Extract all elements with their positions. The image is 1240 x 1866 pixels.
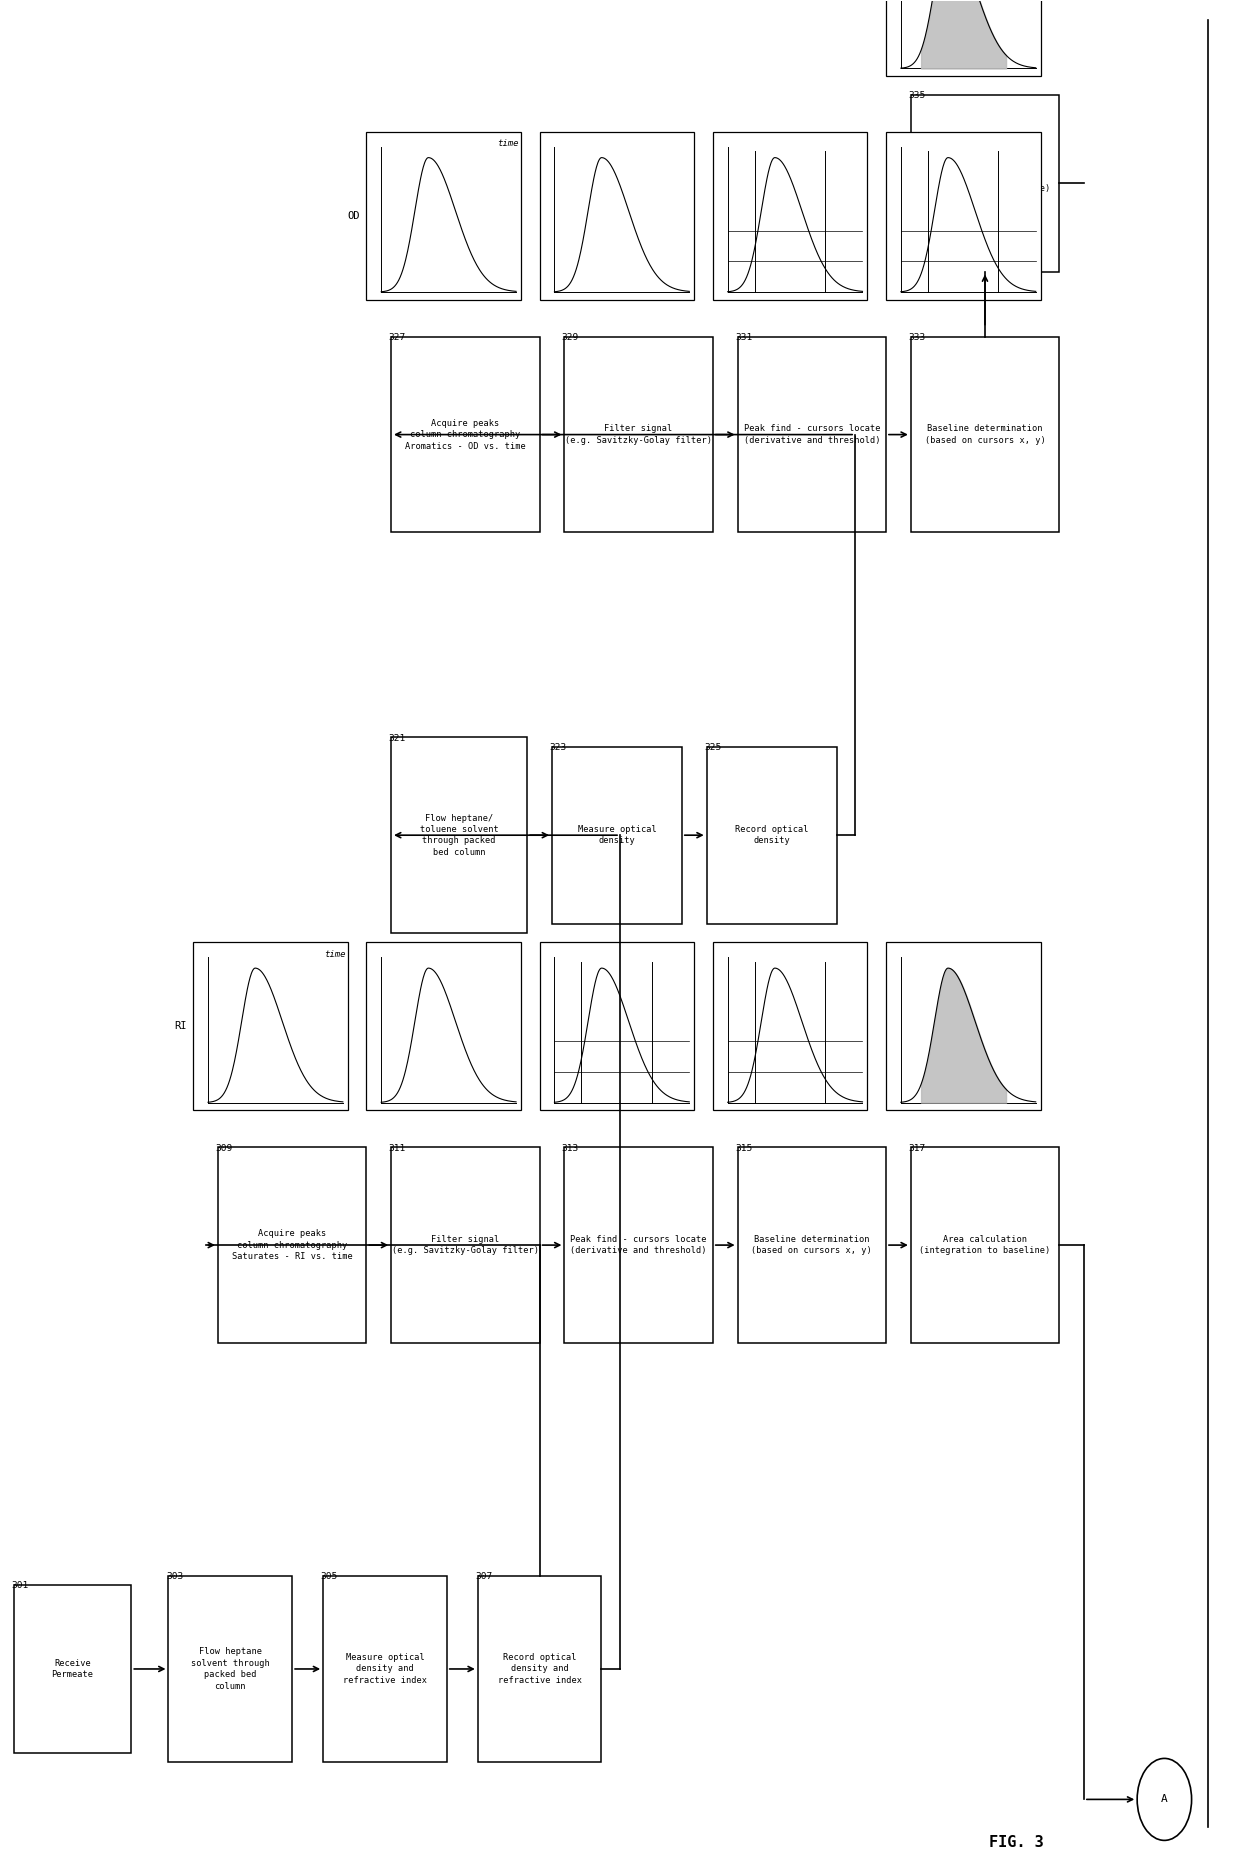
Bar xyxy=(713,132,868,300)
Bar xyxy=(193,942,347,1110)
FancyBboxPatch shape xyxy=(477,1575,601,1762)
Text: FIG. 3: FIG. 3 xyxy=(988,1834,1043,1849)
Text: Peak find - cursors locate
(derivative and threshold): Peak find - cursors locate (derivative a… xyxy=(570,1235,707,1256)
Text: 309: 309 xyxy=(216,1144,233,1153)
Text: 301: 301 xyxy=(11,1581,29,1590)
Text: Flow heptane
solvent through
packed bed
column: Flow heptane solvent through packed bed … xyxy=(191,1648,269,1691)
Bar xyxy=(366,942,521,1110)
FancyBboxPatch shape xyxy=(707,746,837,924)
Text: Peak find - cursors locate
(derivative and threshold): Peak find - cursors locate (derivative a… xyxy=(744,424,880,444)
Text: Baseline determination
(based on cursors x, y): Baseline determination (based on cursors… xyxy=(925,424,1045,444)
Text: RI: RI xyxy=(175,1021,187,1032)
Text: Measure optical
density: Measure optical density xyxy=(578,825,656,845)
Text: Record optical
density and
refractive index: Record optical density and refractive in… xyxy=(497,1653,582,1685)
Text: Acquire peaks
column chromatography
Aromatics - OD vs. time: Acquire peaks column chromatography Arom… xyxy=(405,418,526,450)
Bar xyxy=(366,132,521,300)
Text: 307: 307 xyxy=(475,1571,492,1581)
Text: Filter signal
(e.g. Savitzky-Golay filter): Filter signal (e.g. Savitzky-Golay filte… xyxy=(392,1235,539,1256)
Text: 327: 327 xyxy=(388,332,405,341)
FancyBboxPatch shape xyxy=(910,95,1059,272)
Bar xyxy=(539,132,694,300)
Text: A: A xyxy=(1161,1795,1168,1804)
Text: Area calculation
(integration to baseline): Area calculation (integration to baselin… xyxy=(919,1235,1050,1256)
FancyBboxPatch shape xyxy=(738,1148,887,1344)
Bar xyxy=(539,942,694,1110)
Text: Record optical
density: Record optical density xyxy=(735,825,808,845)
Text: 323: 323 xyxy=(549,743,567,752)
FancyBboxPatch shape xyxy=(218,1148,366,1344)
FancyBboxPatch shape xyxy=(169,1575,293,1762)
Bar xyxy=(887,132,1040,300)
Text: time: time xyxy=(497,140,518,147)
Bar xyxy=(713,942,868,1110)
FancyBboxPatch shape xyxy=(324,1575,446,1762)
FancyBboxPatch shape xyxy=(552,746,682,924)
Text: Baseline determination
(based on cursors x, y): Baseline determination (based on cursors… xyxy=(751,1235,872,1256)
Text: OD: OD xyxy=(347,211,360,220)
Text: 305: 305 xyxy=(321,1571,337,1581)
Text: time: time xyxy=(324,950,345,959)
Text: 331: 331 xyxy=(735,332,753,341)
Text: Measure optical
density and
refractive index: Measure optical density and refractive i… xyxy=(343,1653,427,1685)
Text: 311: 311 xyxy=(388,1144,405,1153)
Text: 317: 317 xyxy=(908,1144,925,1153)
Text: Acquire peaks
column chromatography
Saturates - RI vs. time: Acquire peaks column chromatography Satu… xyxy=(232,1230,352,1261)
FancyBboxPatch shape xyxy=(564,336,713,532)
FancyBboxPatch shape xyxy=(738,336,887,532)
Text: 329: 329 xyxy=(562,332,579,341)
Text: 333: 333 xyxy=(908,332,925,341)
Text: Flow heptane/
toluene solvent
through packed
bed column: Flow heptane/ toluene solvent through pa… xyxy=(420,814,498,856)
Text: 315: 315 xyxy=(735,1144,753,1153)
Text: 325: 325 xyxy=(704,743,722,752)
Text: 335: 335 xyxy=(908,91,925,99)
Text: Filter signal
(e.g. Savitzky-Golay filter): Filter signal (e.g. Savitzky-Golay filte… xyxy=(565,424,712,444)
FancyBboxPatch shape xyxy=(391,336,539,532)
Bar xyxy=(887,942,1040,1110)
FancyBboxPatch shape xyxy=(391,737,527,933)
Text: 313: 313 xyxy=(562,1144,579,1153)
FancyBboxPatch shape xyxy=(391,1148,539,1344)
FancyBboxPatch shape xyxy=(910,1148,1059,1344)
FancyBboxPatch shape xyxy=(564,1148,713,1344)
Text: Receive
Permeate: Receive Permeate xyxy=(52,1659,93,1679)
Text: 321: 321 xyxy=(388,733,405,743)
FancyBboxPatch shape xyxy=(910,336,1059,532)
Bar xyxy=(887,0,1040,77)
Text: Area calculation
(integration to baseline): Area calculation (integration to baselin… xyxy=(919,174,1050,194)
FancyBboxPatch shape xyxy=(14,1584,131,1752)
Text: 303: 303 xyxy=(166,1571,184,1581)
